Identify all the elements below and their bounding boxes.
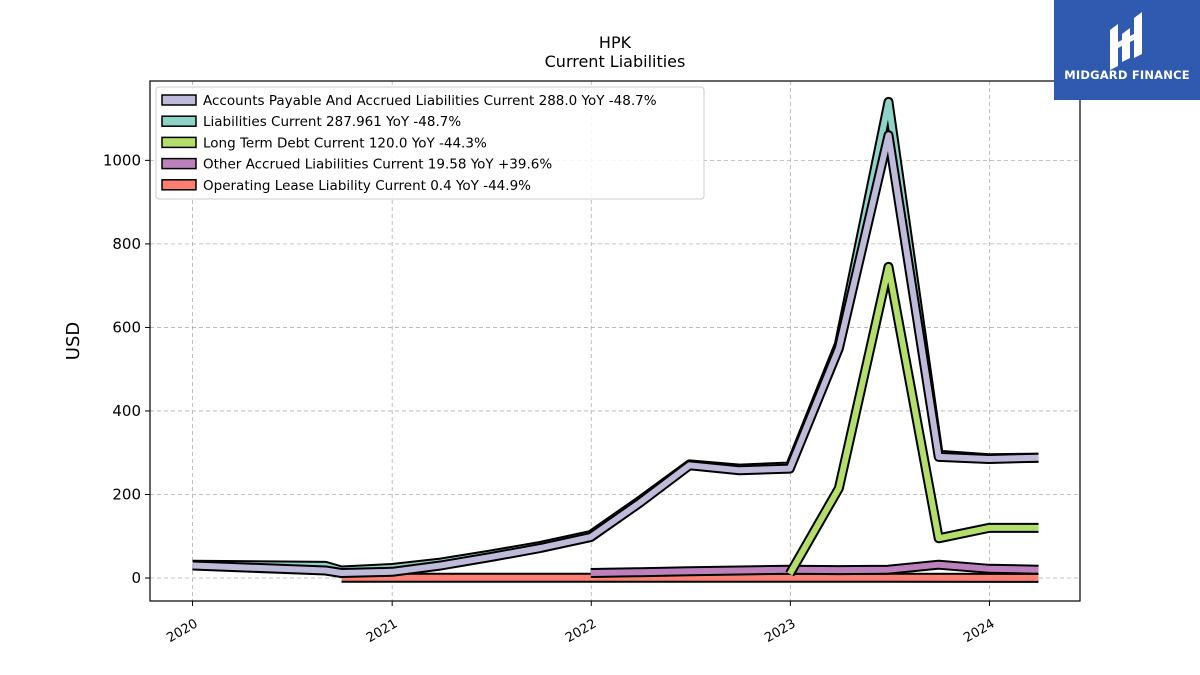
x-tick-label: 2020 — [164, 616, 200, 646]
series-line-outline — [192, 130, 1039, 578]
y-tick-label: 600 — [112, 318, 141, 336]
legend-entry: Other Accrued Liabilities Current 19.58 … — [203, 157, 552, 173]
legend-entry: Liabilities Current 287.961 YoY -48.7% — [203, 114, 461, 130]
legend-entry: Accounts Payable And Accrued Liabilities… — [203, 93, 657, 109]
series-2-line — [785, 261, 1039, 577]
y-tick-label: 200 — [112, 485, 141, 503]
x-axis: 2020 2021 2022 2023 2024 — [164, 601, 997, 646]
y-tick-label: 0 — [131, 569, 141, 587]
series-0-line — [192, 130, 1039, 578]
legend-swatch — [161, 115, 197, 127]
midgard-logo-icon — [1110, 12, 1142, 70]
legend: Accounts Payable And Accrued Liabilities… — [155, 86, 705, 200]
y-axis: 0 200 400 600 800 1000 — [103, 151, 150, 587]
x-tick-label: 2021 — [364, 616, 400, 646]
plot-frame — [149, 80, 1081, 602]
series-line-fill — [787, 263, 1039, 576]
y-axis-label: USD — [63, 322, 84, 360]
logo-text: MIDGARD FINANCE — [1064, 68, 1190, 82]
y-tick-label: 400 — [112, 402, 141, 420]
legend-swatch — [161, 179, 197, 191]
series-3-line — [590, 559, 1039, 578]
y-tick-label: 800 — [112, 235, 141, 253]
legend-swatch — [161, 136, 197, 149]
series-line-fill — [590, 561, 1039, 576]
legend-entry: Operating Lease Liability Current 0.4 Yo… — [203, 178, 531, 194]
x-tick-label: 2022 — [563, 616, 599, 646]
x-tick-label: 2023 — [762, 616, 798, 646]
series-line-fill — [192, 132, 1039, 576]
legend-swatch — [161, 157, 197, 170]
x-tick-label: 2024 — [961, 616, 997, 646]
legend-box — [155, 86, 705, 200]
y-tick-label: 1000 — [103, 151, 141, 169]
midgard-logo: MIDGARD FINANCE — [1054, 0, 1200, 100]
series-lines — [192, 96, 1039, 583]
chart-subtitle: Current Liabilities — [545, 52, 686, 71]
legend-entry: Long Term Debt Current 120.0 YoY -44.3% — [203, 135, 487, 151]
chart-title: HPK — [599, 33, 632, 52]
legend-swatch — [161, 94, 197, 106]
